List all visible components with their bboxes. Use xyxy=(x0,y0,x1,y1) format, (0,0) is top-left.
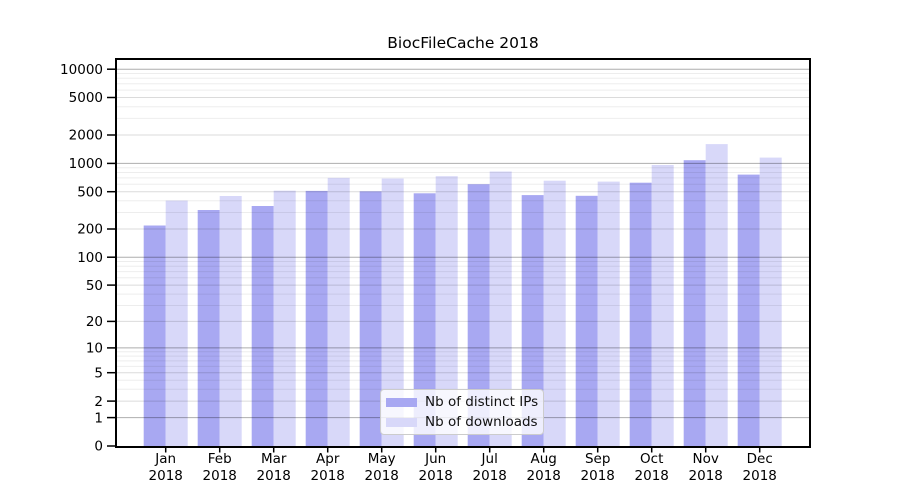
bar-ips-apr xyxy=(305,190,328,447)
bar-downloads-mar xyxy=(273,190,296,447)
bar-ips-mar xyxy=(251,206,274,447)
y-tick-label: 1 xyxy=(94,410,103,426)
legend: Nb of distinct IPs Nb of downloads xyxy=(380,389,544,435)
x-tick-label: Sep 2018 xyxy=(581,451,615,484)
bar-ips-jan xyxy=(143,225,166,447)
y-tick-label: 200 xyxy=(77,222,103,238)
x-tick-label: Dec 2018 xyxy=(743,451,777,484)
bar-downloads-dec xyxy=(759,157,782,447)
y-tick-label: 1000 xyxy=(69,156,103,172)
bar-downloads-jun xyxy=(435,176,458,447)
bar-ips-jun xyxy=(413,193,436,447)
legend-swatch-downloads xyxy=(386,417,417,427)
bar-ips-aug xyxy=(521,195,544,447)
legend-label-distinct-ips: Nb of distinct IPs xyxy=(425,394,539,410)
x-tick-label: Jun 2018 xyxy=(419,451,453,484)
bar-downloads-nov xyxy=(705,144,728,447)
y-tick-label: 100 xyxy=(77,250,103,266)
bar-downloads-may xyxy=(381,178,404,447)
legend-item-distinct-ips: Nb of distinct IPs xyxy=(386,394,543,410)
bar-ips-may xyxy=(359,191,382,447)
legend-item-downloads: Nb of downloads xyxy=(386,414,543,430)
x-tick-label: Oct 2018 xyxy=(635,451,669,484)
plot-border xyxy=(115,58,811,448)
bar-ips-jul xyxy=(467,184,490,447)
x-tick-label: Jan 2018 xyxy=(149,451,183,484)
bar-ips-dec xyxy=(737,174,760,447)
x-tick-label: May 2018 xyxy=(365,451,399,484)
y-tick-label: 2000 xyxy=(69,128,103,144)
x-tick-label: Apr 2018 xyxy=(311,451,345,484)
y-tick-label: 2 xyxy=(94,394,103,410)
bar-ips-sep xyxy=(575,195,598,447)
bar-ips-nov xyxy=(683,160,706,447)
bar-downloads-jul xyxy=(489,171,512,447)
bar-downloads-sep xyxy=(597,181,620,447)
x-tick-label: Jul 2018 xyxy=(473,451,507,484)
x-tick-label: Nov 2018 xyxy=(689,451,723,484)
legend-label-downloads: Nb of downloads xyxy=(425,414,538,430)
y-tick-label: 500 xyxy=(77,184,103,200)
x-tick-label: Feb 2018 xyxy=(203,451,237,484)
bar-ips-feb xyxy=(197,210,220,447)
bar-downloads-feb xyxy=(219,196,242,447)
chart-title: BiocFileCache 2018 xyxy=(387,34,539,52)
bar-downloads-apr xyxy=(327,177,350,447)
y-tick-label: 10000 xyxy=(60,62,103,78)
x-tick-label: Aug 2018 xyxy=(527,451,561,484)
bar-downloads-oct xyxy=(651,165,674,447)
y-tick-label: 10 xyxy=(86,341,103,357)
y-tick-label: 0 xyxy=(94,439,103,455)
y-tick-label: 5000 xyxy=(69,90,103,106)
x-tick-label: Mar 2018 xyxy=(257,451,291,484)
bar-downloads-aug xyxy=(543,180,566,447)
y-tick-label: 5 xyxy=(94,365,103,381)
legend-swatch-distinct-ips xyxy=(386,397,417,407)
bar-ips-oct xyxy=(629,182,652,447)
y-tick-label: 50 xyxy=(86,278,103,294)
y-tick-label: 20 xyxy=(86,314,103,330)
bar-downloads-jan xyxy=(165,200,188,447)
